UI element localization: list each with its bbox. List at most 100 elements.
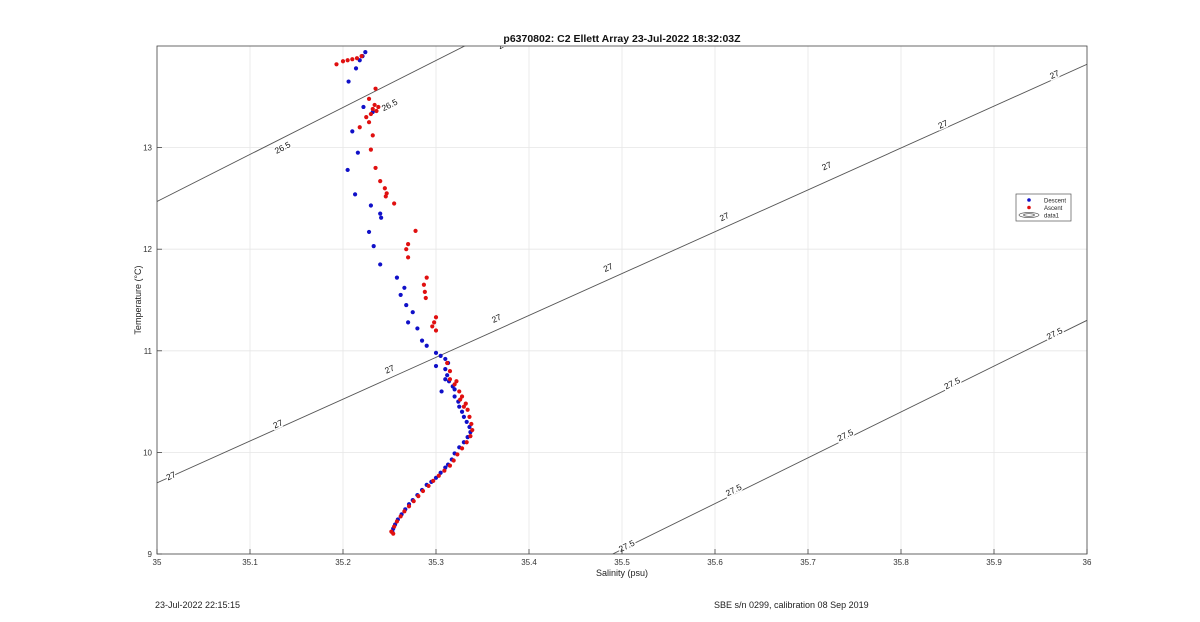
descent-point (368, 203, 373, 208)
descent-point (443, 377, 448, 382)
ascent-point (459, 446, 465, 451)
ascent-point (366, 96, 372, 101)
descent-point (371, 244, 376, 249)
y-tick-label: 11 (144, 347, 153, 356)
contour-label: 27 (383, 362, 396, 375)
ascent-point (447, 377, 453, 382)
x-tick-label: 35.9 (986, 558, 1002, 567)
x-tick-label: 35.8 (893, 558, 909, 567)
ascent-point (354, 56, 360, 61)
descent-point (410, 310, 415, 315)
ascent-point (451, 458, 456, 463)
ascent-point (447, 369, 453, 374)
x-axis-label: Salinity (psu) (596, 568, 648, 578)
chart-title: p6370802: C2 Ellett Array 23-Jul-2022 18… (503, 33, 741, 45)
ascent-point (372, 102, 377, 108)
ascent-point (406, 255, 411, 260)
y-axis-label: Temperature (°C) (133, 265, 143, 334)
axis-ticks: 35 35.1 35.2 35.3 35.4 35.5 35.6 35.7 35.8 35.9 36… (143, 144, 1092, 567)
ascent-point (359, 54, 364, 59)
ascent-point (368, 111, 373, 117)
x-tick-label: 36 (1083, 558, 1092, 567)
ascent-point (392, 524, 397, 529)
contour-line (157, 46, 466, 202)
descent-point (438, 470, 443, 475)
ascent-point (345, 58, 350, 63)
ascent-point (374, 108, 379, 114)
descent-point (394, 275, 400, 280)
ascent-point (357, 125, 362, 130)
contour-label: 27.5 (1045, 325, 1065, 341)
descent-point (445, 373, 450, 378)
x-tick-label: 35.1 (242, 558, 258, 567)
descent-point (346, 79, 351, 84)
ascent-point (445, 360, 450, 366)
legend-box (1015, 193, 1072, 222)
descent-point (464, 419, 469, 425)
ascent-point (447, 463, 453, 468)
contour-label: 27 (602, 261, 615, 274)
legend-label: Descent (1044, 198, 1066, 204)
x-tick-label: 35.7 (800, 558, 816, 567)
descent-point (379, 215, 384, 220)
descent-point (378, 211, 383, 216)
y-tick-label: 9 (148, 550, 153, 559)
ascent-point (430, 324, 435, 329)
contour-label: 27 (718, 210, 731, 223)
ascent-point (461, 404, 466, 409)
descent-point (467, 424, 472, 430)
ascent-point (459, 394, 465, 399)
ascent-point (463, 401, 468, 406)
ascent-point (402, 509, 407, 514)
ascent-point (411, 499, 416, 504)
ascent-point (373, 86, 378, 91)
ascent-point (455, 452, 460, 457)
x-tick-label: 35.6 (707, 558, 723, 567)
descent-point (457, 404, 462, 409)
ascent-point (394, 519, 400, 524)
ascent-point (406, 504, 412, 509)
ascent-point (454, 379, 459, 384)
ascent-point (422, 289, 427, 294)
descent-point (378, 262, 383, 267)
ascent-point (433, 328, 439, 333)
descent-point (355, 150, 360, 155)
contour-label: 27 (936, 118, 949, 131)
descent-point (443, 356, 448, 362)
grid-lines (156, 46, 1088, 555)
x-tick-label: 35.5 (614, 558, 630, 567)
contour-label: 27.5 (617, 538, 637, 554)
ascent-point (420, 488, 426, 494)
ascent-point (423, 295, 428, 301)
ascent-point (340, 59, 346, 64)
ascent-point (467, 414, 472, 419)
descent-point (461, 414, 466, 419)
ascent-point (376, 104, 381, 110)
contour-label: 27 (165, 469, 178, 482)
ascent-point (391, 531, 396, 536)
contour-line (612, 319, 1087, 554)
ascent-point (426, 483, 431, 489)
data-points (334, 49, 475, 536)
legend-contour-icon (1023, 213, 1035, 217)
descent-point (424, 343, 429, 348)
ascent-point (406, 242, 411, 247)
ascent-point (382, 186, 387, 191)
ascent-point (452, 382, 457, 387)
contour-label: 27 (1048, 68, 1061, 81)
ascent-point (469, 421, 474, 427)
ascent-point (464, 440, 469, 445)
footer-timestamp: 23-Jul-2022 22:15:15 (155, 600, 241, 610)
descent-point (345, 167, 350, 173)
descent-point (459, 409, 465, 414)
descent-point (353, 66, 359, 71)
legend-marker (1027, 205, 1031, 210)
ascent-point (370, 133, 375, 138)
contour-label: 27.5 (836, 427, 856, 443)
ascent-point (392, 201, 397, 206)
legend-label: data1 (1044, 213, 1060, 219)
x-tick-label: 35 (153, 558, 162, 567)
ascent-point (413, 228, 418, 234)
